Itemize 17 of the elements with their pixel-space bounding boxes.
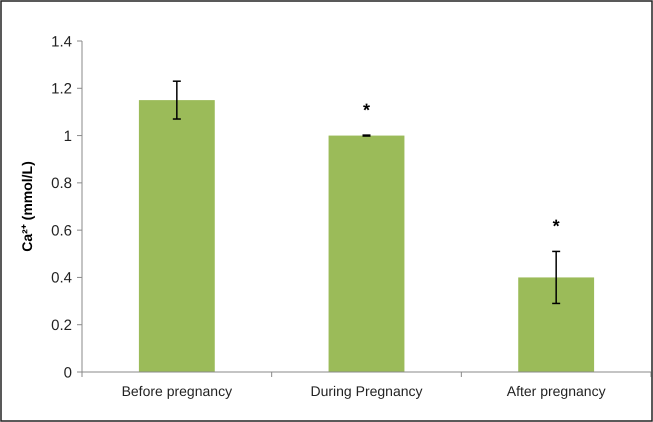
y-tick-label: 0.2: [51, 316, 72, 334]
y-tick-label: 0.8: [51, 175, 72, 192]
y-tick-label: 0: [64, 364, 72, 382]
y-tick-label: 1.4: [51, 33, 72, 50]
y-axis-title: Ca²⁺ (mmol/L): [19, 161, 35, 252]
y-tick-label: 0.6: [51, 222, 72, 240]
x-tick-label: During Pregnancy: [310, 383, 423, 399]
annotation: *: [362, 100, 370, 120]
y-tick-label: 1: [64, 128, 72, 145]
bar: [518, 277, 594, 372]
y-tick-label: 1.2: [51, 80, 72, 98]
annotation: *: [552, 216, 560, 236]
bar: [138, 100, 215, 372]
x-tick-label: Before pregnancy: [122, 383, 232, 399]
bar: [328, 136, 404, 372]
y-tick-label: 0.4: [51, 270, 72, 287]
x-tick-label: After pregnancy: [506, 383, 606, 399]
